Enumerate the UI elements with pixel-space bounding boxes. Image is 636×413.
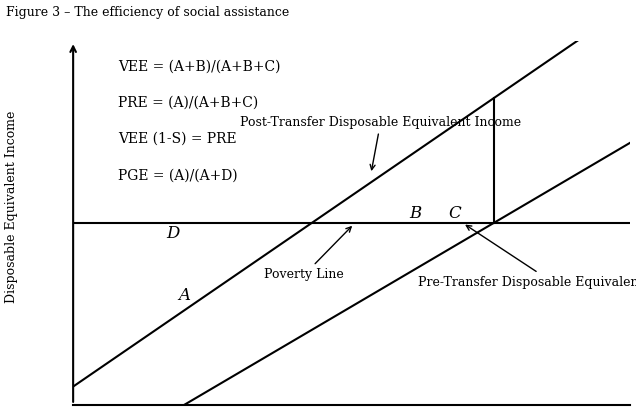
- Text: B: B: [409, 205, 422, 223]
- Text: PGE = (A)/(A+D): PGE = (A)/(A+D): [118, 169, 237, 183]
- Text: Post-Transfer Disposable Equivalent Income: Post-Transfer Disposable Equivalent Inco…: [240, 116, 522, 170]
- Text: C: C: [448, 205, 460, 223]
- Text: VEE = (A+B)/(A+B+C): VEE = (A+B)/(A+B+C): [118, 59, 280, 74]
- Text: Pre-Transfer Disposable Equivalent Incom: Pre-Transfer Disposable Equivalent Incom: [418, 225, 636, 289]
- Text: Disposable Equivalent Income: Disposable Equivalent Income: [5, 110, 18, 303]
- Text: VEE (1-S) = PRE: VEE (1-S) = PRE: [118, 132, 237, 146]
- Text: D: D: [167, 225, 180, 242]
- Text: A: A: [179, 287, 190, 304]
- Text: Poverty Line: Poverty Line: [264, 227, 351, 281]
- Text: PRE = (A)/(A+B+C): PRE = (A)/(A+B+C): [118, 96, 258, 110]
- Text: Figure 3 – The efficiency of social assistance: Figure 3 – The efficiency of social assi…: [6, 6, 289, 19]
